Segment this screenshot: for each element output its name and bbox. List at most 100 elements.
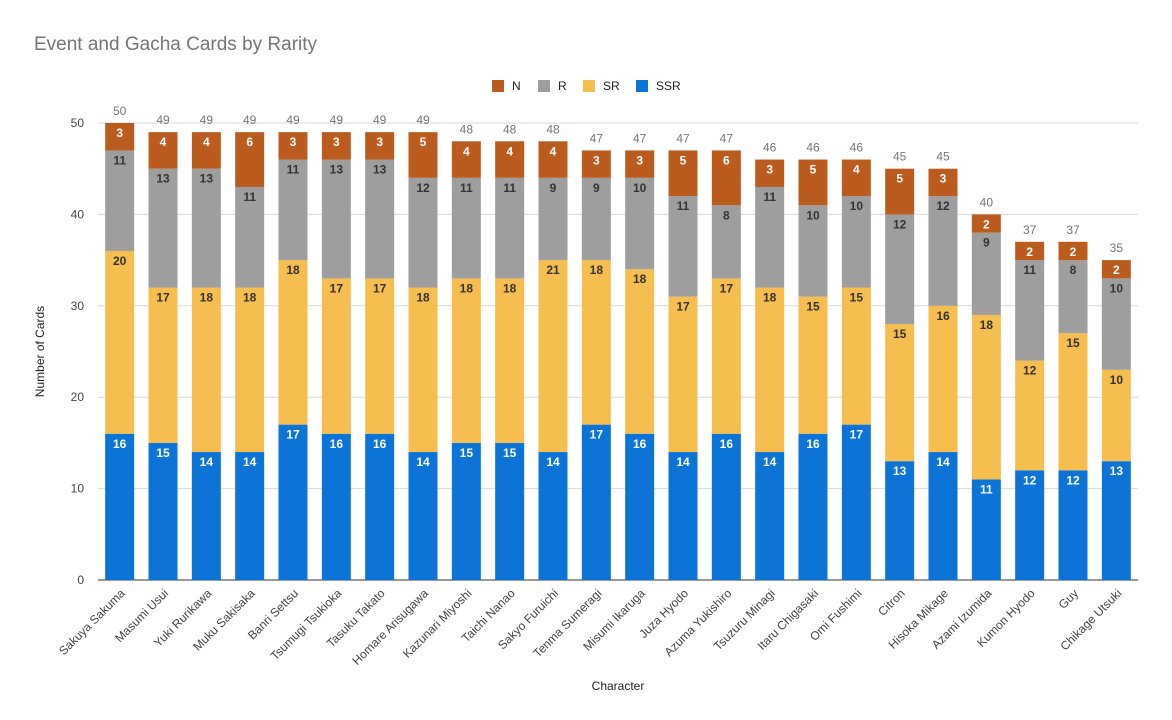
- bar-sr-chikage-utsuki: [1101, 369, 1131, 462]
- data-label-n: 4: [463, 144, 470, 158]
- data-label-r: 11: [460, 181, 473, 195]
- data-label-n: 2: [1113, 263, 1120, 277]
- data-label-ssr: 13: [1110, 464, 1124, 478]
- total-label: 49: [243, 113, 257, 127]
- data-label-r: 13: [330, 163, 344, 177]
- bar-n-juza-hyodo: [668, 150, 698, 197]
- bar-ssr-tasuku-takato: [365, 433, 395, 580]
- data-label-r: 11: [677, 199, 690, 213]
- data-label-n: 5: [420, 135, 427, 149]
- bar-sr-kumon-hyodo: [1015, 360, 1045, 471]
- data-label-n: 3: [333, 135, 340, 149]
- bar-n-tasuku-takato: [365, 132, 395, 160]
- bar-n-homare-arisugawa: [408, 132, 438, 178]
- legend-swatch-n: [492, 80, 504, 92]
- total-label: 45: [893, 150, 907, 164]
- data-label-n: 2: [983, 217, 990, 231]
- data-label-r: 12: [416, 181, 430, 195]
- bar-n-muku-sakisaka: [235, 132, 265, 187]
- bar-sr-kazunari-miyoshi: [451, 278, 481, 443]
- data-label-n: 6: [246, 135, 253, 149]
- data-label-ssr: 12: [1066, 473, 1080, 487]
- legend-label-ssr: SSR: [656, 79, 681, 93]
- bar-ssr-guy: [1058, 470, 1088, 580]
- bar-sr-itaru-chigasaki: [798, 296, 828, 434]
- bar-ssr-taichi-nanao: [495, 442, 525, 580]
- data-label-sr: 17: [676, 300, 690, 314]
- bar-sr-tasuku-takato: [365, 278, 395, 434]
- bar-n-azami-izumida: [971, 214, 1001, 233]
- legend-swatch-sr: [583, 80, 595, 92]
- x-tick-label: Guy: [1056, 586, 1081, 611]
- bar-ssr-juza-hyodo: [668, 452, 698, 580]
- bar-ssr-sakyo-furuichi: [538, 452, 568, 580]
- data-label-r: 11: [243, 190, 256, 204]
- data-label-sr: 21: [546, 263, 560, 277]
- data-label-r: 10: [633, 181, 647, 195]
- bar-ssr-misumi-ikaruga: [625, 433, 655, 580]
- bar-r-guy: [1058, 260, 1088, 334]
- data-label-ssr: 14: [676, 455, 690, 469]
- total-label: 49: [416, 113, 430, 127]
- bar-n-sakuya-sakuma: [105, 123, 135, 151]
- data-label-sr: 18: [763, 291, 777, 305]
- bar-ssr-kazunari-miyoshi: [451, 442, 481, 580]
- data-label-n: 3: [766, 163, 773, 177]
- data-label-r: 9: [550, 181, 557, 195]
- bar-ssr-chikage-utsuki: [1101, 461, 1131, 580]
- data-label-r: 8: [1070, 263, 1077, 277]
- total-label: 48: [503, 122, 517, 136]
- bar-ssr-yuki-rurikawa: [191, 452, 221, 580]
- bar-ssr-omi-fushimi: [841, 424, 871, 580]
- bar-r-omi-fushimi: [841, 196, 871, 288]
- data-label-sr: 18: [200, 291, 214, 305]
- bar-r-azami-izumida: [971, 232, 1001, 315]
- y-tick-label: 20: [71, 390, 85, 404]
- bar-ssr-homare-arisugawa: [408, 452, 438, 580]
- total-label: 47: [720, 131, 734, 145]
- data-label-n: 4: [853, 163, 860, 177]
- bar-r-muku-sakisaka: [235, 186, 265, 288]
- bar-sr-citron: [885, 324, 915, 462]
- total-label: 47: [676, 131, 690, 145]
- data-label-ssr: 14: [936, 455, 950, 469]
- bar-r-sakuya-sakuma: [105, 150, 135, 251]
- data-label-sr: 15: [1066, 336, 1080, 350]
- data-label-ssr: 14: [546, 455, 560, 469]
- data-label-ssr: 12: [1023, 473, 1037, 487]
- data-label-sr: 18: [416, 291, 430, 305]
- data-label-ssr: 11: [980, 482, 993, 496]
- total-label: 46: [763, 141, 777, 155]
- bar-n-hisoka-mikage: [928, 168, 958, 197]
- bar-ssr-tenma-sumeragi: [581, 424, 611, 580]
- x-axis-title: Character: [592, 679, 645, 693]
- bar-n-banri-settsu: [278, 132, 308, 160]
- bar-sr-guy: [1058, 333, 1088, 471]
- total-label: 48: [546, 122, 560, 136]
- data-label-sr: 17: [720, 281, 734, 295]
- y-tick-label: 40: [71, 207, 85, 221]
- y-tick-label: 0: [77, 573, 84, 587]
- bar-sr-misumi-ikaruga: [625, 269, 655, 434]
- total-label: 48: [460, 122, 474, 136]
- bar-sr-yuki-rurikawa: [191, 287, 221, 453]
- y-tick-label: 10: [71, 482, 85, 496]
- total-label: 47: [590, 131, 604, 145]
- bar-n-chikage-utsuki: [1101, 260, 1131, 279]
- bar-r-kumon-hyodo: [1015, 260, 1045, 361]
- data-label-ssr: 15: [156, 446, 170, 460]
- bar-n-azuma-yukishiro: [711, 150, 741, 206]
- data-label-ssr: 15: [503, 446, 517, 460]
- bar-sr-masumi-usui: [148, 287, 178, 443]
- data-label-r: 12: [893, 217, 907, 231]
- bar-n-kazunari-miyoshi: [451, 141, 481, 178]
- bar-n-tsuzuru-minagi: [755, 159, 785, 187]
- data-label-r: 10: [806, 208, 820, 222]
- data-label-sr: 17: [330, 281, 344, 295]
- data-label-ssr: 13: [893, 464, 907, 478]
- data-label-n: 4: [550, 144, 557, 158]
- data-label-n: 4: [203, 135, 210, 149]
- data-label-r: 11: [763, 190, 776, 204]
- data-label-sr: 15: [850, 291, 864, 305]
- bar-r-tenma-sumeragi: [581, 177, 611, 261]
